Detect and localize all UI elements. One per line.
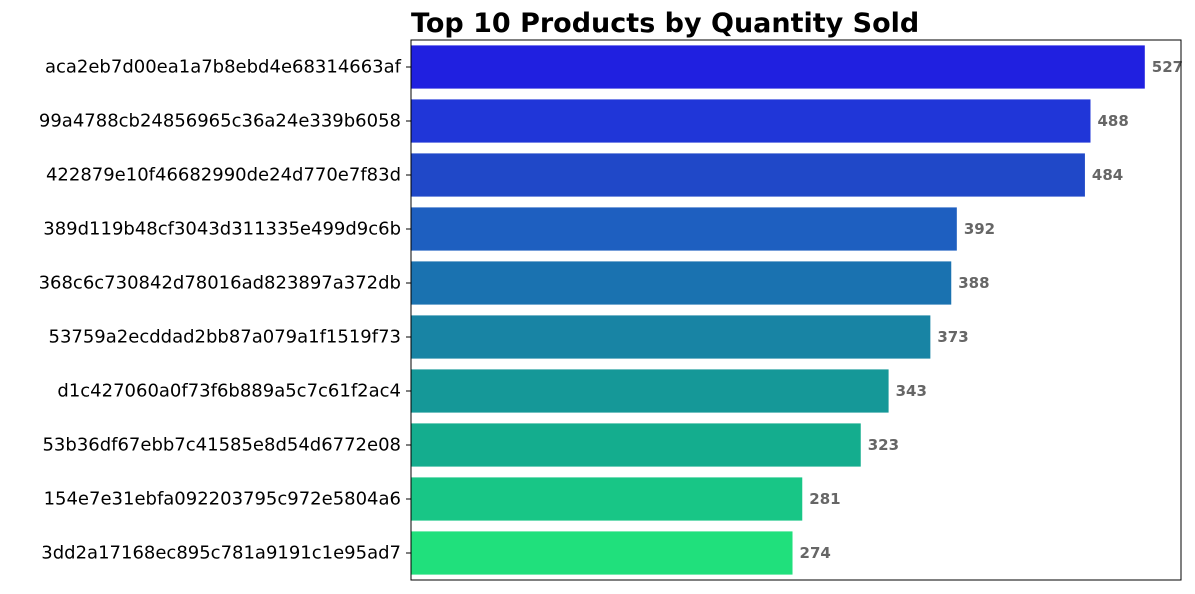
bar-value-label: 527 — [1152, 58, 1183, 76]
bar — [411, 261, 952, 305]
bar-value-label: 488 — [1097, 112, 1128, 130]
y-tick-label: 154e7e31ebfa092203795c972e5804a6 — [44, 489, 401, 510]
bar — [411, 315, 931, 359]
bar-value-label: 274 — [800, 544, 831, 562]
bar-value-label: 281 — [809, 490, 840, 508]
chart-title: Top 10 Products by Quantity Sold — [411, 8, 919, 39]
bar-value-label: 388 — [958, 274, 989, 292]
plot-area-frame — [410, 39, 1182, 581]
bar — [411, 207, 957, 251]
bars-layer — [411, 45, 1145, 575]
bar — [411, 423, 861, 467]
y-tick-label: aca2eb7d00ea1a7b8ebd4e68314663af — [45, 57, 402, 78]
y-tick-label: 53b36df67ebb7c41585e8d54d6772e08 — [42, 435, 401, 456]
bar-value-label: 343 — [896, 382, 927, 400]
bar — [411, 369, 889, 413]
bar — [411, 477, 803, 521]
y-tick-label: d1c427060a0f73f6b889a5c7c61f2ac4 — [57, 381, 401, 402]
bar — [411, 531, 793, 575]
y-tick-label: 422879e10f46682990de24d770e7f83d — [46, 165, 401, 186]
y-tick-label: 3dd2a17168ec895c781a9191c1e95ad7 — [41, 543, 401, 564]
y-tick-label: 389d119b48cf3043d311335e499d9c6b — [43, 219, 401, 240]
y-tick-label: 99a4788cb24856965c36a24e339b6058 — [39, 111, 401, 132]
bar-value-label: 323 — [868, 436, 899, 454]
y-tick-label: 368c6c730842d78016ad823897a372db — [39, 273, 401, 294]
y-tick-label: 53759a2ecddad2bb87a079a1f1519f73 — [49, 327, 402, 348]
labels-layer: aca2eb7d00ea1a7b8ebd4e68314663af 527 99a47… — [39, 57, 1184, 564]
bar — [411, 153, 1085, 197]
bar — [411, 45, 1145, 89]
bar-value-label: 392 — [964, 220, 995, 238]
bar-value-label: 484 — [1092, 166, 1123, 184]
bar-value-label: 373 — [937, 328, 968, 346]
bar — [411, 99, 1091, 143]
